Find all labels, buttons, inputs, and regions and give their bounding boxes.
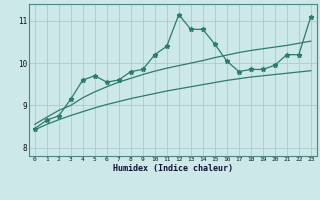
X-axis label: Humidex (Indice chaleur): Humidex (Indice chaleur) [113, 164, 233, 173]
